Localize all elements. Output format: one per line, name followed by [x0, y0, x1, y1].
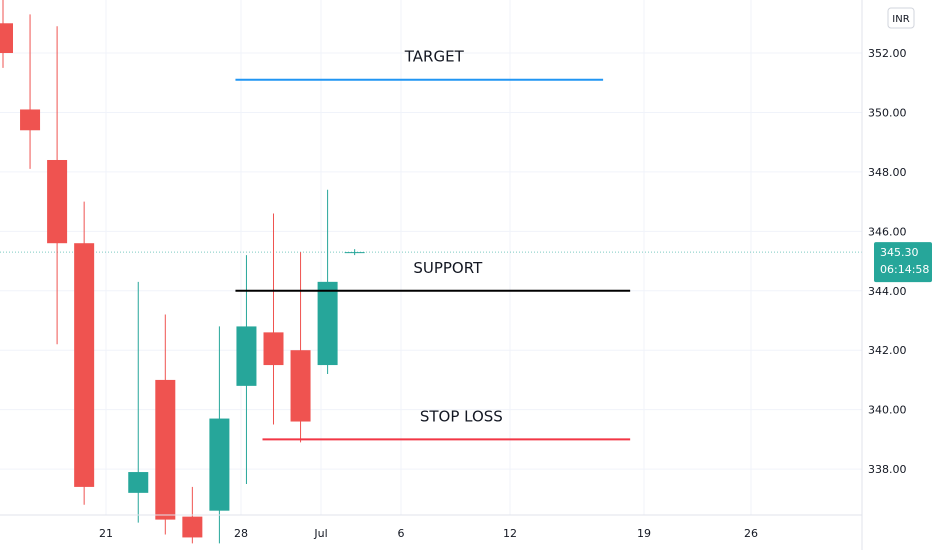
price-tick-label: 342.00: [868, 344, 907, 357]
candle-body[interactable]: [47, 159, 68, 244]
candle-body[interactable]: [236, 326, 257, 386]
candle-down[interactable]: [155, 314, 176, 535]
candle-up[interactable]: [128, 281, 149, 523]
candle-up[interactable]: [236, 255, 257, 484]
currency-badge[interactable]: INR: [887, 7, 915, 29]
chart-grid: [0, 0, 862, 515]
candle-down[interactable]: [290, 252, 311, 443]
level-label: SUPPORT: [413, 259, 483, 277]
candle-body[interactable]: [20, 109, 41, 131]
price-axis[interactable]: 338.00 340.00 342.00 344.00 346.00 348.00 350.…: [861, 0, 907, 550]
last-price-tag: 345.30 06:14:58: [874, 242, 932, 283]
candles[interactable]: [0, 0, 365, 544]
time-tick-label: 28: [234, 527, 248, 540]
price-tick-label: 348.00: [868, 166, 907, 179]
candle-down[interactable]: [263, 213, 284, 425]
candle-body[interactable]: [290, 350, 311, 422]
candle-body[interactable]: [317, 281, 338, 366]
time-axis[interactable]: 21 28 Jul 6 12 19 26: [0, 514, 862, 540]
level-label: TARGET: [404, 48, 465, 66]
candle-down[interactable]: [74, 201, 95, 505]
time-tick-label: 6: [398, 527, 405, 540]
last-price-value: 345.30: [880, 246, 919, 259]
candle-up[interactable]: [344, 249, 365, 256]
currency-badge-box: [887, 7, 915, 29]
time-tick-label: 26: [744, 527, 758, 540]
price-tick-label: 340.00: [868, 404, 907, 417]
level-lines[interactable]: TARGET SUPPORT STOP LOSS: [235, 48, 631, 441]
time-tick-label: Jul: [313, 527, 327, 540]
candle-body[interactable]: [344, 252, 365, 254]
candle-body[interactable]: [182, 516, 203, 538]
candle-body[interactable]: [74, 243, 95, 487]
price-tick-label: 352.00: [868, 47, 907, 60]
time-tick-label: 19: [637, 527, 651, 540]
level-support[interactable]: SUPPORT: [235, 259, 631, 292]
candle-up[interactable]: [317, 189, 338, 374]
candle-down[interactable]: [47, 26, 68, 345]
time-tick-label: 12: [503, 527, 517, 540]
level-target[interactable]: TARGET: [235, 48, 604, 81]
candle-body[interactable]: [209, 418, 230, 511]
candle-down[interactable]: [0, 0, 13, 68]
candle-body[interactable]: [155, 379, 176, 520]
candle-body[interactable]: [0, 23, 13, 53]
price-tick-label: 350.00: [868, 106, 907, 119]
time-tick-label: 21: [99, 527, 113, 540]
countdown-timer: 06:14:58: [880, 263, 929, 276]
level-stop-loss[interactable]: STOP LOSS: [262, 407, 631, 441]
candle-down[interactable]: [20, 14, 41, 169]
price-tick-label: 344.00: [868, 285, 907, 298]
price-tick-label: 346.00: [868, 225, 907, 238]
last-price-tag-bg: [874, 242, 932, 283]
candle-body[interactable]: [128, 472, 149, 493]
currency-label: INR: [892, 14, 909, 25]
candle-up[interactable]: [209, 326, 230, 544]
candle-body[interactable]: [263, 332, 284, 366]
price-tick-label: 338.00: [868, 463, 907, 476]
level-label: STOP LOSS: [420, 407, 503, 425]
